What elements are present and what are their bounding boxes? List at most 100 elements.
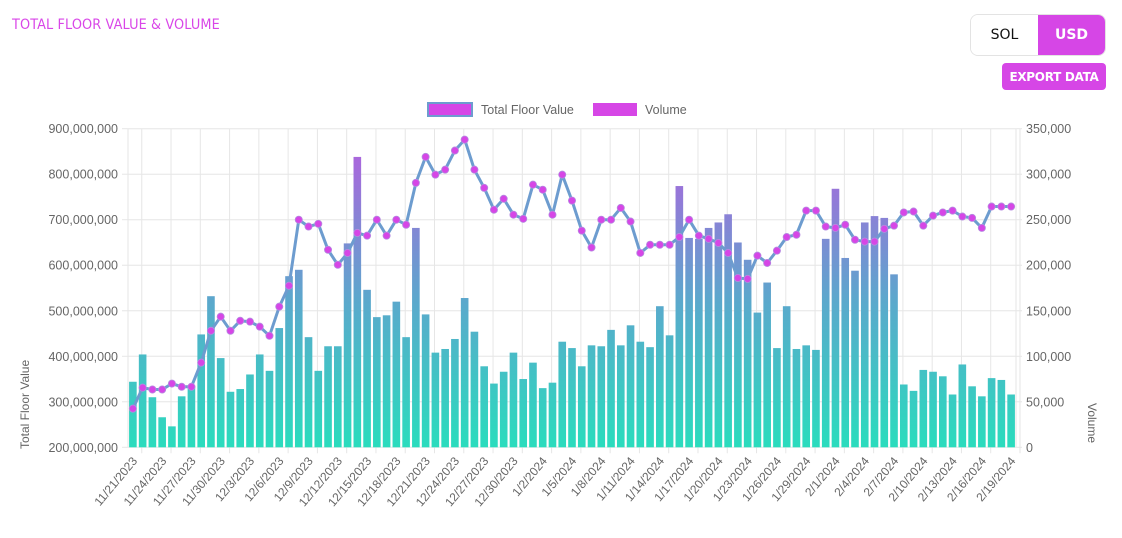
volume-bar[interactable] <box>870 216 879 448</box>
volume-bar[interactable] <box>129 381 137 448</box>
floor-value-point[interactable] <box>694 231 703 240</box>
floor-value-point[interactable] <box>968 213 977 222</box>
volume-bar[interactable] <box>636 341 645 448</box>
volume-bar[interactable] <box>558 341 567 448</box>
floor-value-point[interactable] <box>733 273 742 282</box>
floor-value-point[interactable] <box>929 211 938 220</box>
floor-value-point[interactable] <box>509 210 518 219</box>
floor-value-point[interactable] <box>285 281 294 290</box>
volume-bar[interactable] <box>343 243 352 448</box>
volume-bar[interactable] <box>519 379 528 448</box>
volume-bar[interactable] <box>685 237 693 448</box>
floor-value-point[interactable] <box>860 237 869 246</box>
volume-bar[interactable] <box>177 396 186 448</box>
volume-bar[interactable] <box>782 306 791 448</box>
floor-value-point[interactable] <box>372 215 381 224</box>
volume-bar[interactable] <box>802 345 811 448</box>
floor-value-point[interactable] <box>353 228 362 237</box>
floor-value-point[interactable] <box>743 274 752 283</box>
volume-bar[interactable] <box>831 188 840 448</box>
floor-value-point[interactable] <box>245 317 254 326</box>
volume-bar[interactable] <box>997 379 1006 448</box>
floor-value-point[interactable] <box>343 248 352 257</box>
floor-value-point[interactable] <box>411 178 420 187</box>
volume-bar[interactable] <box>275 328 284 448</box>
volume-bar[interactable] <box>987 378 996 448</box>
floor-value-point[interactable] <box>148 385 157 394</box>
floor-value-point[interactable] <box>763 258 772 267</box>
volume-bar[interactable] <box>158 417 166 448</box>
floor-value-point[interactable] <box>655 240 664 249</box>
floor-value-point[interactable] <box>782 233 791 242</box>
floor-value-point[interactable] <box>977 223 986 232</box>
volume-bar[interactable] <box>168 426 176 448</box>
floor-value-point[interactable] <box>128 404 137 413</box>
volume-bar[interactable] <box>675 186 684 448</box>
floor-value-point[interactable] <box>802 206 811 215</box>
volume-bar[interactable] <box>909 390 918 448</box>
floor-value-point[interactable] <box>363 231 372 240</box>
floor-value-point[interactable] <box>870 237 879 246</box>
floor-value-point[interactable] <box>646 240 655 249</box>
volume-bar[interactable] <box>890 274 898 448</box>
floor-value-point[interactable] <box>841 220 850 229</box>
volume-bar[interactable] <box>763 282 771 448</box>
volume-bar[interactable] <box>470 331 479 448</box>
floor-value-point[interactable] <box>821 222 830 231</box>
volume-bar[interactable] <box>734 242 742 448</box>
volume-bar[interactable] <box>753 312 762 448</box>
floor-value-point[interactable] <box>226 326 235 335</box>
volume-bar[interactable] <box>607 329 615 448</box>
volume-bar[interactable] <box>460 298 469 448</box>
volume-bar[interactable] <box>704 227 713 448</box>
volume-bar[interactable] <box>616 345 625 448</box>
volume-bar[interactable] <box>480 366 488 448</box>
volume-bar[interactable] <box>1007 394 1015 448</box>
floor-value-point[interactable] <box>197 358 206 367</box>
volume-bar[interactable] <box>899 384 908 448</box>
volume-bar[interactable] <box>929 371 937 448</box>
volume-bar[interactable] <box>792 348 801 448</box>
floor-value-point[interactable] <box>167 379 176 388</box>
volume-bar[interactable] <box>304 337 313 448</box>
floor-value-point[interactable] <box>294 215 303 224</box>
volume-bar[interactable] <box>431 352 440 448</box>
floor-value-point[interactable] <box>1007 202 1016 211</box>
volume-bar[interactable] <box>958 364 967 448</box>
floor-value-point[interactable] <box>636 248 645 257</box>
floor-value-point[interactable] <box>519 214 528 223</box>
floor-value-point[interactable] <box>811 206 820 215</box>
floor-value-point[interactable] <box>450 146 459 155</box>
volume-bar[interactable] <box>402 337 410 448</box>
volume-bar[interactable] <box>880 217 889 448</box>
currency-option-sol[interactable]: SOL <box>971 15 1038 55</box>
floor-value-point[interactable] <box>938 208 947 217</box>
floor-value-point[interactable] <box>948 206 957 215</box>
volume-bar[interactable] <box>246 374 254 448</box>
floor-value-point[interactable] <box>958 212 967 221</box>
volume-bar[interactable] <box>285 276 293 448</box>
volume-bar[interactable] <box>207 296 215 448</box>
floor-value-point[interactable] <box>255 322 264 331</box>
volume-bar[interactable] <box>587 345 596 448</box>
volume-bar[interactable] <box>226 391 235 448</box>
floor-value-point[interactable] <box>470 165 479 174</box>
floor-value-point[interactable] <box>528 180 537 189</box>
floor-value-point[interactable] <box>538 185 547 194</box>
floor-value-point[interactable] <box>382 231 391 240</box>
floor-value-point[interactable] <box>792 230 801 239</box>
volume-bar[interactable] <box>353 156 362 448</box>
volume-bar[interactable] <box>597 346 606 448</box>
volume-bar[interactable] <box>294 269 303 448</box>
floor-value-point[interactable] <box>138 383 147 392</box>
floor-value-point[interactable] <box>275 302 284 311</box>
floor-value-point[interactable] <box>548 210 557 219</box>
floor-value-point[interactable] <box>480 183 489 192</box>
floor-value-point[interactable] <box>216 312 225 321</box>
floor-value-point[interactable] <box>460 135 469 144</box>
floor-value-point[interactable] <box>753 251 762 260</box>
floor-value-point[interactable] <box>714 238 723 247</box>
volume-bar[interactable] <box>695 238 703 448</box>
floor-value-point[interactable] <box>558 170 567 179</box>
volume-bar[interactable] <box>138 354 147 448</box>
